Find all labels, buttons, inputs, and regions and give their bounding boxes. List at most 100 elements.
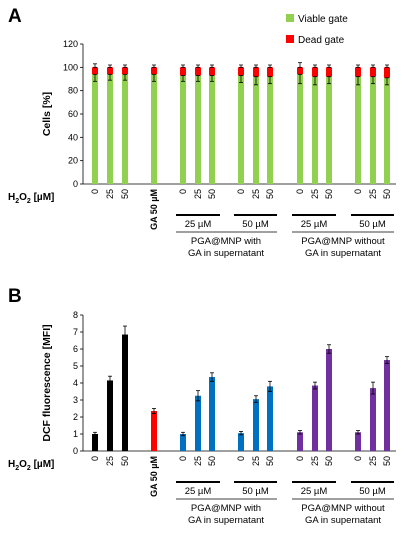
- error-bar-dead: [313, 64, 317, 68]
- error-bar: [152, 408, 156, 415]
- x-prefix-label: H2O2 [µM]: [8, 459, 54, 472]
- error-bar: [254, 395, 258, 403]
- error-bar-viable: [152, 73, 156, 82]
- error-bar-viable: [210, 75, 214, 82]
- x-tick-label: 0: [90, 456, 100, 461]
- bar-viable: [195, 75, 201, 184]
- error-bar-dead: [210, 64, 214, 68]
- error-bar-dead: [196, 64, 200, 68]
- error-bar: [181, 431, 185, 437]
- error-bar-dead: [327, 64, 331, 68]
- bar-dead: [312, 67, 318, 77]
- error-bar: [298, 430, 302, 435]
- error-bar-viable: [356, 76, 360, 86]
- x-tick-label: 0: [178, 189, 188, 194]
- x-tick-label: 50: [382, 456, 392, 466]
- x-tick-label: 0: [353, 456, 363, 461]
- legend-swatch: [286, 35, 294, 43]
- x-tick-label: 25: [251, 189, 261, 199]
- group-main-label: PGA@MNP with: [191, 503, 261, 514]
- bar: [384, 360, 390, 451]
- x-tick-label: 25: [310, 189, 320, 199]
- error-bar: [385, 356, 389, 364]
- x-label-ga: GA 50 µM: [149, 456, 159, 497]
- y-tick-label: 40: [68, 132, 78, 142]
- bar-dead: [180, 67, 186, 76]
- y-tick-label: 120: [63, 39, 78, 49]
- bar: [151, 411, 157, 451]
- error-bar: [239, 431, 243, 436]
- bar: [92, 434, 98, 451]
- x-tick-label: 50: [265, 456, 275, 466]
- group-sub-label: 25 µM: [301, 219, 328, 230]
- legend-label: Dead gate: [298, 35, 345, 46]
- y-tick-label: 0: [73, 179, 78, 189]
- error-bar: [327, 344, 331, 354]
- error-bar-dead: [181, 64, 185, 68]
- group-main-label: PGA@MNP without: [301, 503, 385, 514]
- bar: [209, 377, 215, 451]
- bar: [370, 388, 376, 451]
- y-axis-label: Cells [%]: [41, 92, 53, 136]
- x-tick-label: 25: [193, 189, 203, 199]
- y-tick-label: 7: [73, 327, 78, 337]
- panel-letter: B: [8, 286, 22, 307]
- group-main-label: GA in supernatant: [188, 515, 264, 526]
- bar-dead: [151, 67, 157, 75]
- bar-viable: [355, 76, 361, 184]
- error-bar-dead: [254, 64, 258, 68]
- bar-dead: [253, 67, 259, 77]
- bar-viable: [326, 76, 332, 184]
- group-sub-label: 50 µM: [359, 486, 386, 497]
- panel-letter: A: [8, 6, 22, 27]
- legend-label: Viable gate: [298, 14, 348, 25]
- group-main-label: GA in supernatant: [305, 515, 381, 526]
- x-tick-label: 0: [295, 456, 305, 461]
- group-sub-label: 25 µM: [185, 486, 212, 497]
- y-tick-label: 4: [73, 378, 78, 388]
- x-tick-label: 50: [120, 456, 130, 466]
- group-sub-label: 25 µM: [301, 486, 328, 497]
- bar-dead: [326, 67, 332, 77]
- y-tick-label: 6: [73, 344, 78, 354]
- group-main-label: GA in supernatant: [305, 248, 381, 259]
- bar: [238, 433, 244, 451]
- bar: [267, 386, 273, 451]
- error-bar-dead: [298, 62, 302, 68]
- bar-viable: [384, 77, 390, 184]
- error-bar: [108, 375, 112, 386]
- error-bar-dead: [371, 64, 375, 68]
- y-tick-label: 80: [68, 86, 78, 96]
- x-tick-label: 50: [120, 189, 130, 199]
- error-bar-viable: [298, 73, 302, 85]
- bar-viable: [312, 76, 318, 184]
- x-tick-label: 0: [178, 456, 188, 461]
- error-bar-dead: [356, 64, 360, 68]
- x-tick-label: 50: [324, 189, 334, 199]
- x-tick-label: 0: [295, 189, 305, 194]
- y-tick-label: 1: [73, 429, 78, 439]
- bar-viable: [92, 74, 98, 184]
- error-bar-viable: [327, 76, 331, 85]
- bar-viable: [370, 76, 376, 184]
- y-tick-label: 5: [73, 361, 78, 371]
- x-tick-label: 50: [207, 456, 217, 466]
- group-sub-label: 50 µM: [242, 486, 269, 497]
- error-bar-viable: [239, 75, 243, 83]
- x-tick-label: 50: [382, 189, 392, 199]
- bar-viable: [122, 74, 128, 184]
- bar: [326, 349, 332, 451]
- group-sub-label: 50 µM: [242, 219, 269, 230]
- bar-viable: [107, 74, 113, 184]
- x-tick-label: 25: [105, 456, 115, 466]
- error-bar-dead: [93, 63, 97, 68]
- y-tick-label: 3: [73, 395, 78, 405]
- bar-dead: [195, 67, 201, 76]
- error-bar-dead: [123, 64, 127, 68]
- x-tick-label: 25: [193, 456, 203, 466]
- x-tick-label: 25: [251, 456, 261, 466]
- x-tick-label: 50: [207, 189, 217, 199]
- bar-dead: [355, 67, 361, 77]
- error-bar: [93, 431, 97, 437]
